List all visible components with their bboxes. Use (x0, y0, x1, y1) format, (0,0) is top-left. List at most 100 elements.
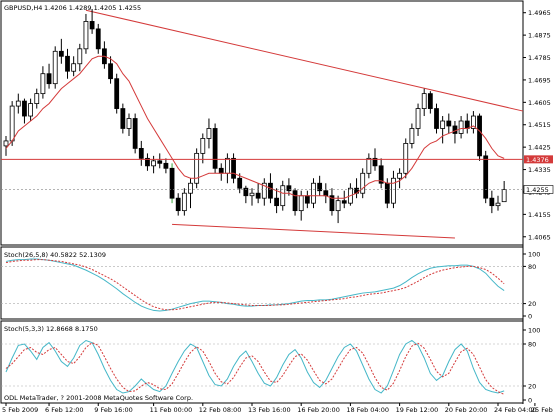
candle (421, 88, 427, 117)
stoch-panel-2: 100 80 20 0 (1, 327, 540, 405)
chart-ohlc: 1.4206 1.4289 1.4205 1.4255 (44, 4, 141, 12)
candle (323, 183, 329, 204)
candle (114, 73, 120, 114)
time-tick-label: 16 Feb 20:00 (297, 406, 340, 414)
current-price-label: 1.4255 (526, 186, 549, 194)
stoch-tick-label: 100 (528, 327, 540, 335)
candle (249, 188, 255, 206)
price-axis: 1.4965 1.4875 1.4785 1.4695 1.4605 1.4515 1.44… (523, 9, 551, 241)
time-tick-label: 18 Feb 04:00 (346, 406, 389, 414)
time-tick-label: 12 Feb 08:00 (199, 406, 242, 414)
candle (470, 111, 476, 134)
candle (477, 113, 482, 161)
price-tick-label: 1.4875 (528, 32, 551, 40)
candle (28, 98, 34, 122)
candle (274, 188, 280, 214)
candle (409, 123, 415, 149)
candle (89, 8, 95, 34)
price-tick-label: 1.4785 (528, 54, 551, 62)
candle (335, 195, 341, 224)
candle (108, 56, 113, 84)
candle (163, 158, 169, 174)
candle (175, 193, 181, 216)
support-trendline (172, 223, 455, 239)
copyright-footer: ODL MetaTrader, ? 2001-2008 MetaQuotes S… (4, 394, 193, 402)
time-tick-label: 24 Feb 04:00 (494, 406, 537, 414)
candle (52, 46, 58, 89)
time-tick-label: 5 Feb 2009 (2, 406, 38, 414)
stoch-tick-label: 0 (528, 313, 532, 321)
candle (397, 168, 403, 189)
candle (347, 183, 353, 206)
level-price-tag (524, 155, 553, 164)
candle (157, 153, 163, 169)
candle (261, 178, 267, 206)
candle (378, 158, 384, 189)
candle (224, 153, 230, 184)
current-price-tag (523, 185, 554, 194)
candle (40, 66, 46, 99)
price-tick-label: 1.4335 (528, 166, 551, 174)
stoch-panel-1: 100 80 20 0 (1, 251, 540, 321)
resistance-trendline (85, 9, 524, 112)
stoch-main-line (5, 339, 505, 394)
price-tick-label: 1.4965 (528, 9, 551, 17)
price-levels: 1.4376 1.4255 (1, 155, 554, 194)
candle (501, 181, 507, 203)
candle (483, 150, 489, 204)
stoch-1-label: Stoch(26,5,8) 40.5822 52.1309 (4, 251, 106, 259)
candle (22, 98, 27, 124)
candle (169, 163, 175, 204)
stoch-signal-line (5, 259, 505, 311)
candle (495, 195, 501, 211)
candle (255, 183, 261, 204)
candle (83, 13, 89, 54)
candle (206, 118, 212, 149)
stoch-tick-label: 80 (528, 263, 536, 271)
candle (120, 103, 126, 134)
candle (489, 190, 495, 214)
time-tick-label: 6 Feb 12:00 (45, 406, 84, 414)
candle (71, 56, 77, 77)
moving-average (5, 55, 505, 199)
price-tick-label: 1.4515 (528, 121, 551, 129)
candle (329, 188, 335, 216)
time-axis: 5 Feb 2009 6 Feb 12:00 9 Feb 16:00 11 Feb 0… (2, 403, 554, 414)
candle (415, 103, 421, 136)
candle (15, 93, 21, 114)
level-price-label: 1.4376 (526, 156, 549, 164)
candle (102, 41, 107, 69)
candle (464, 113, 470, 134)
candle (354, 178, 359, 199)
candle (311, 178, 316, 209)
price-tick-label: 1.4605 (528, 99, 551, 107)
stoch-tick-label: 0 (528, 397, 532, 405)
candle (231, 153, 236, 184)
stoch-tick-label: 100 (528, 251, 540, 259)
stoch-2-label: Stoch(5,3,3) 12.8668 8.1750 (4, 325, 98, 333)
candle (194, 148, 200, 189)
stoch-panel-2-frame (0, 320, 524, 404)
candle (138, 140, 144, 166)
time-tick-label: 13 Feb 16:00 (248, 406, 291, 414)
candle (212, 123, 218, 174)
candle (434, 103, 439, 134)
candle (77, 43, 83, 72)
candle (360, 168, 366, 199)
candle (304, 190, 310, 209)
candle (440, 116, 446, 144)
price-tick-label: 1.4065 (528, 233, 551, 241)
chart-symbol: GBPUSD,H4 (4, 4, 42, 12)
trendlines (85, 9, 524, 239)
candle (188, 178, 193, 209)
candle (452, 121, 458, 144)
candle (243, 185, 249, 204)
candle (145, 153, 150, 171)
candle (458, 116, 464, 139)
candle (3, 135, 9, 156)
candle (126, 113, 132, 136)
time-tick-label: 11 Feb 00:00 (150, 406, 193, 414)
candle (181, 188, 187, 216)
